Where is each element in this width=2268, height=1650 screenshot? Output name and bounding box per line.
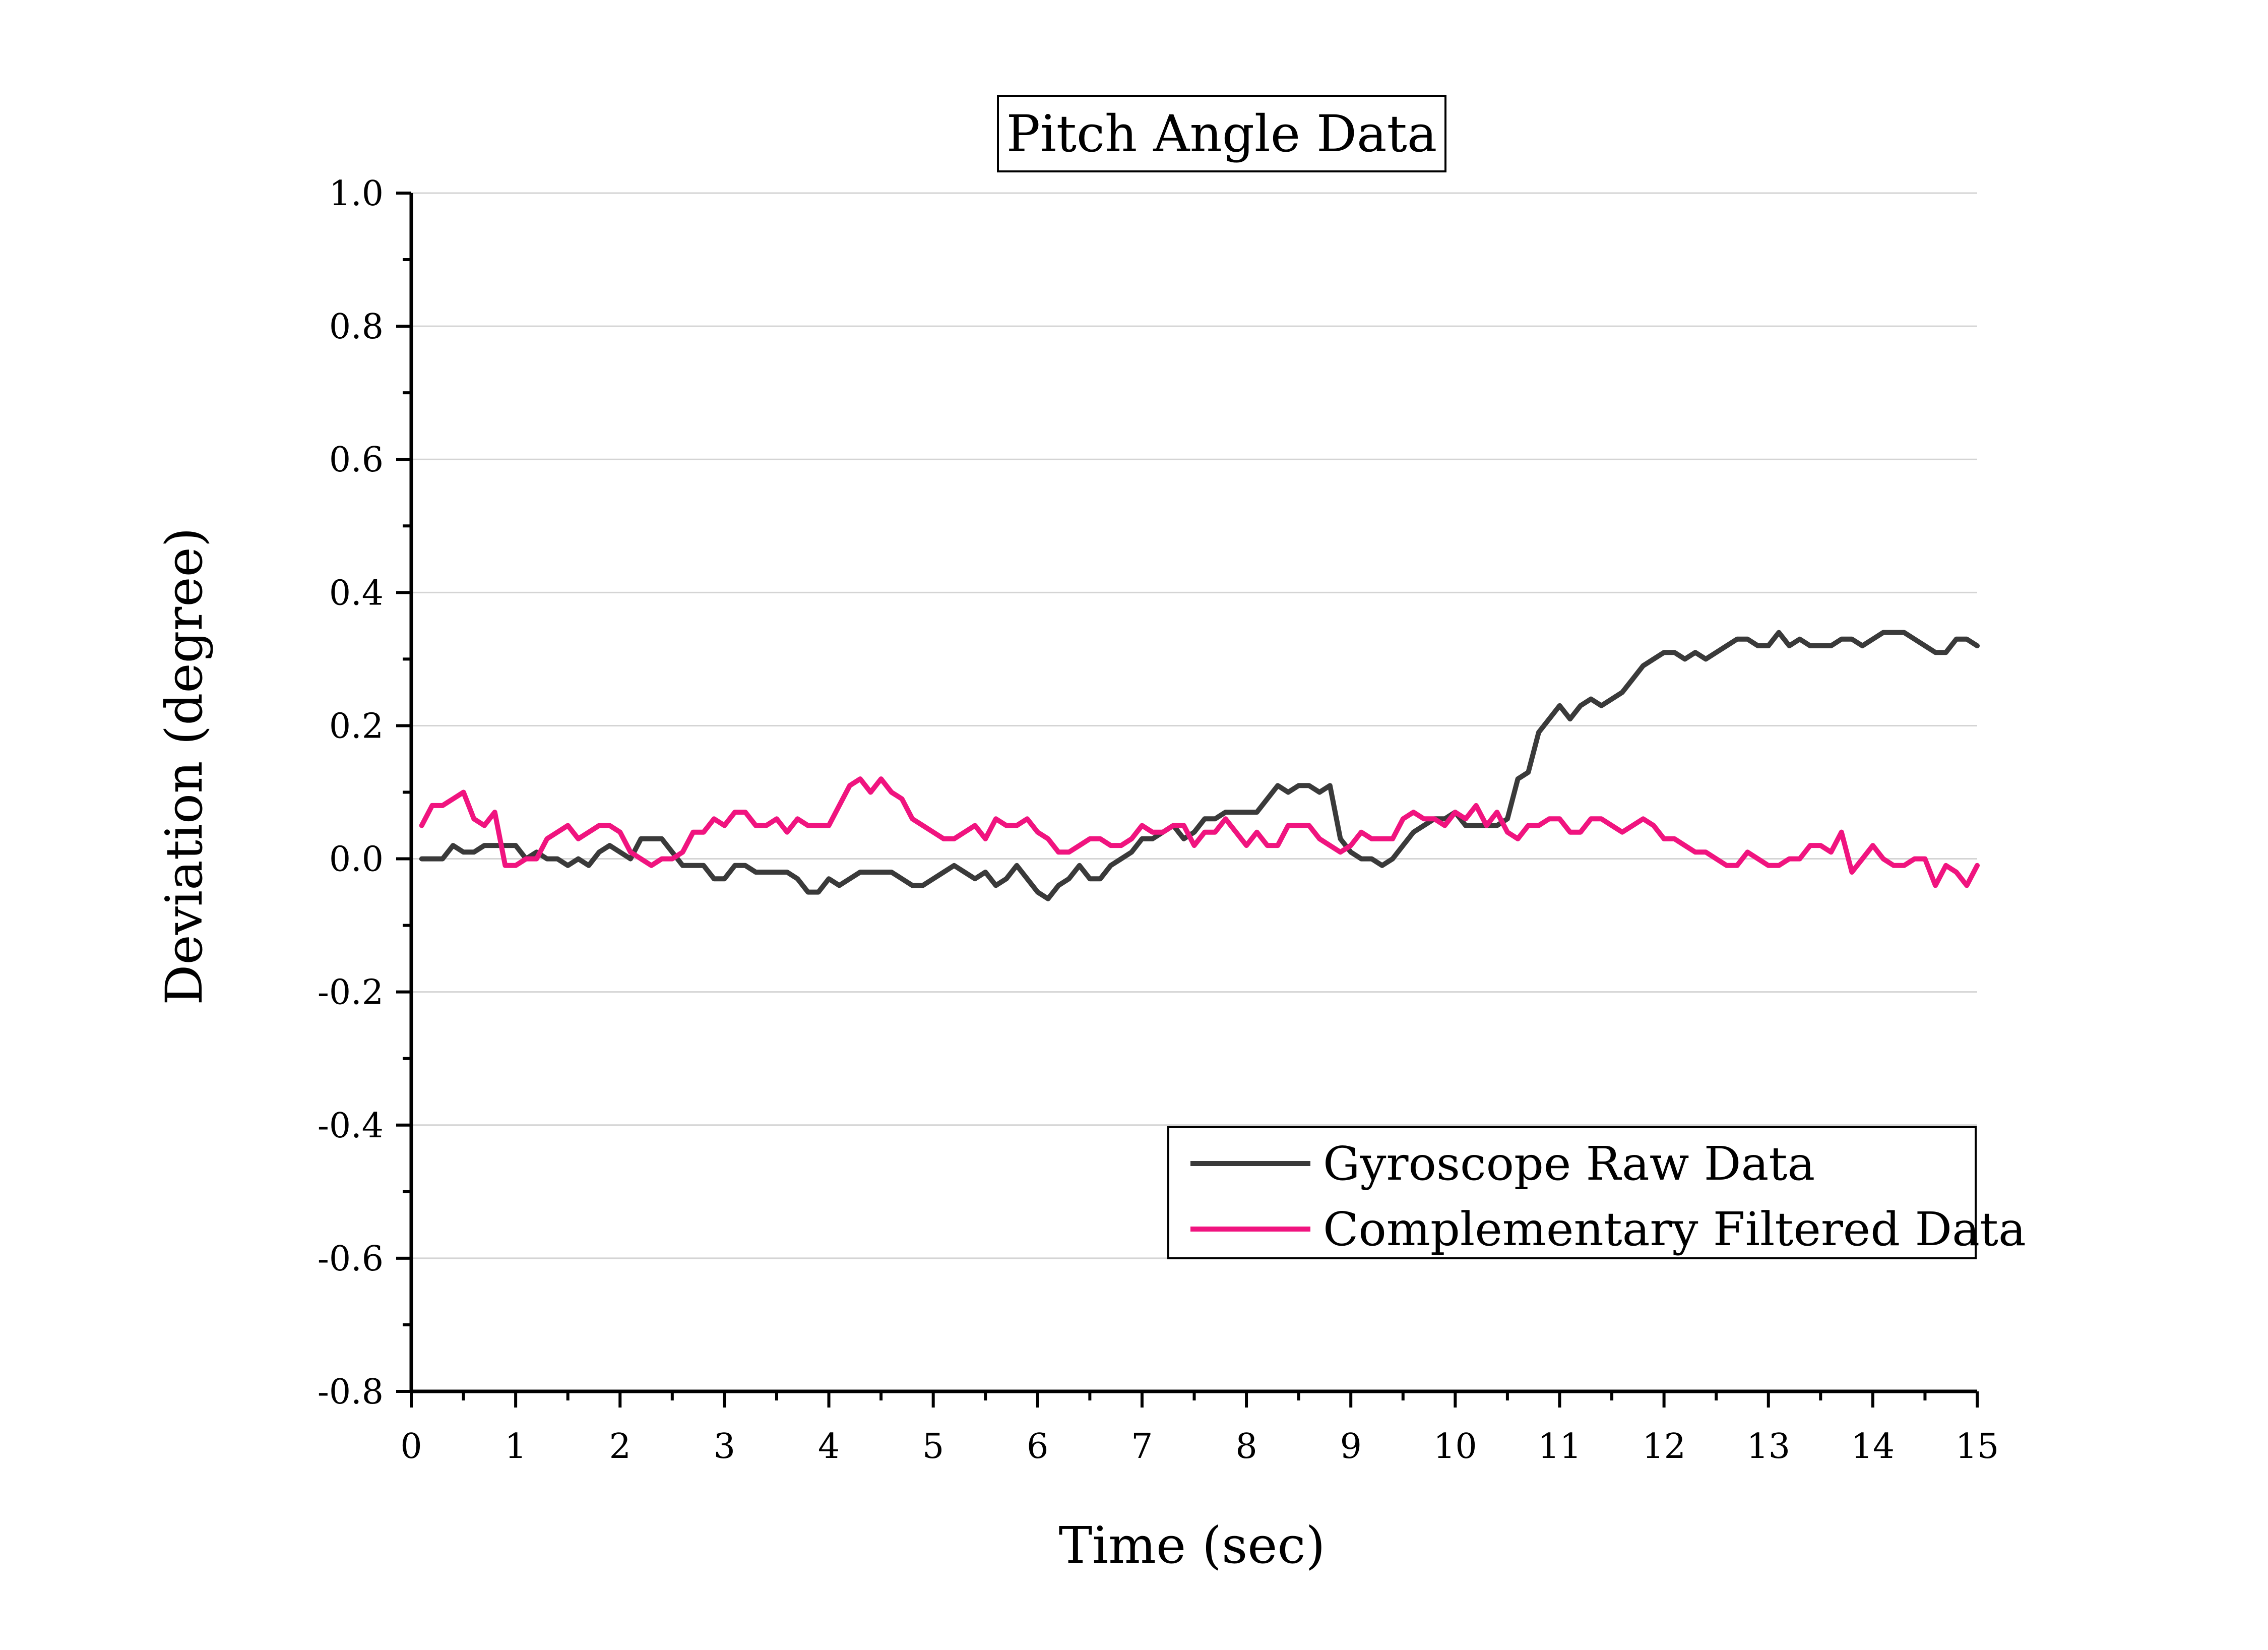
legend-label-filtered: Complementary Filtered Data	[1323, 1202, 2026, 1256]
x-tick-label: 14	[1851, 1427, 1895, 1466]
x-tick-label: 0	[400, 1427, 422, 1466]
y-tick-label: -0.2	[318, 973, 384, 1013]
x-tick-label: 10	[1433, 1427, 1477, 1466]
y-tick-label: 0.4	[329, 573, 384, 613]
legend: Gyroscope Raw Data Complementary Filtere…	[1167, 1126, 2026, 1259]
y-tick-label: 1.0	[329, 174, 384, 214]
x-tick-label: 2	[609, 1427, 631, 1466]
y-axis-title: Deviation (degree)	[155, 527, 214, 1005]
y-tick-label: -0.8	[318, 1372, 384, 1412]
x-tick-label: 15	[1956, 1427, 1999, 1466]
legend-label-gyroscope: Gyroscope Raw Data	[1323, 1137, 1815, 1191]
x-tick-label: 5	[922, 1427, 944, 1466]
series-lines	[419, 630, 1980, 901]
x-tick-label: 4	[818, 1427, 840, 1466]
x-tick-label: 3	[714, 1427, 735, 1466]
series-line-complementary-filtered	[419, 776, 1980, 888]
x-tick-label: 8	[1235, 1427, 1257, 1466]
series-line-gyroscope-raw	[419, 630, 1980, 901]
x-tick-label: 12	[1642, 1427, 1686, 1466]
y-tick-label: 0.8	[329, 307, 384, 347]
y-tick-label: -0.4	[318, 1106, 384, 1146]
y-tick-label: 0.2	[329, 706, 384, 746]
x-tick-label: 1	[505, 1427, 527, 1466]
x-tick-label: 11	[1538, 1427, 1582, 1466]
x-axis-title: Time (sec)	[1058, 1516, 1325, 1575]
y-tick-label: 0.6	[329, 440, 384, 480]
axes: -0.8-0.6-0.4-0.20.00.20.40.60.81.00 1 2 3 4 5…	[318, 174, 1999, 1466]
legend-frame	[1167, 1126, 1977, 1259]
y-tick-label: -0.6	[318, 1239, 384, 1279]
chart-title-box: Pitch Angle Data	[997, 95, 1446, 172]
chart-title-frame	[997, 95, 1446, 172]
x-tick-label: 9	[1340, 1427, 1362, 1466]
x-tick-label: 7	[1131, 1427, 1153, 1466]
y-tick-label: 0.0	[329, 840, 384, 880]
chart-title: Pitch Angle Data	[1006, 104, 1437, 163]
x-tick-label: 6	[1027, 1427, 1048, 1466]
x-tick-label: 13	[1746, 1427, 1790, 1466]
